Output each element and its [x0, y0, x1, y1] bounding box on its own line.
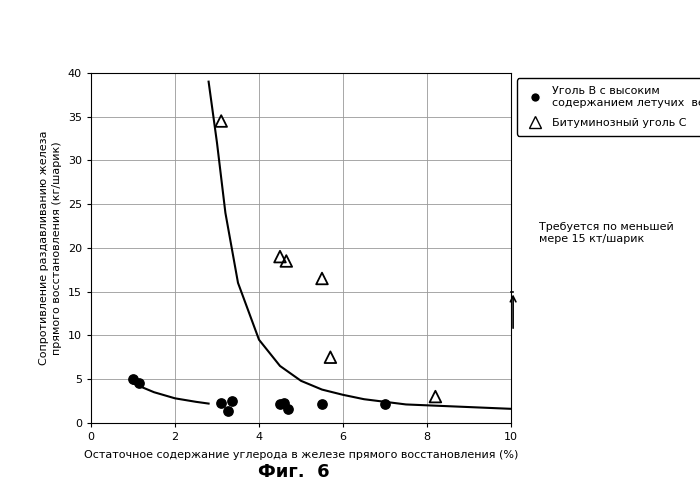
Point — [274, 400, 286, 408]
X-axis label: Остаточное содержание углерода в железе прямого восстановления (%): Остаточное содержание углерода в железе … — [84, 450, 518, 460]
Point — [134, 380, 145, 387]
Point — [226, 397, 237, 405]
Point — [274, 253, 286, 260]
Point — [127, 375, 139, 383]
Legend: Уголь В с высоким
содержанием летучих  веществ, Битуминозный уголь С: Уголь В с высоким содержанием летучих ве… — [517, 78, 700, 136]
Point — [279, 399, 290, 407]
Point — [316, 400, 328, 408]
Point — [316, 275, 328, 282]
Point — [379, 400, 391, 408]
Text: Фиг.  6: Фиг. 6 — [258, 463, 330, 481]
Point — [325, 353, 336, 361]
Point — [430, 393, 441, 400]
Point — [281, 257, 292, 265]
Point — [222, 408, 233, 416]
Point — [216, 117, 227, 125]
Point — [216, 399, 227, 407]
Y-axis label: Сопротивление раздавливанию железа
прямого восстановления (кг/шарик): Сопротивление раздавливанию железа прямо… — [39, 131, 62, 365]
Point — [282, 405, 293, 413]
Text: Требуется по меньшей
мере 15 кт/шарик: Требуется по меньшей мере 15 кт/шарик — [539, 223, 673, 244]
